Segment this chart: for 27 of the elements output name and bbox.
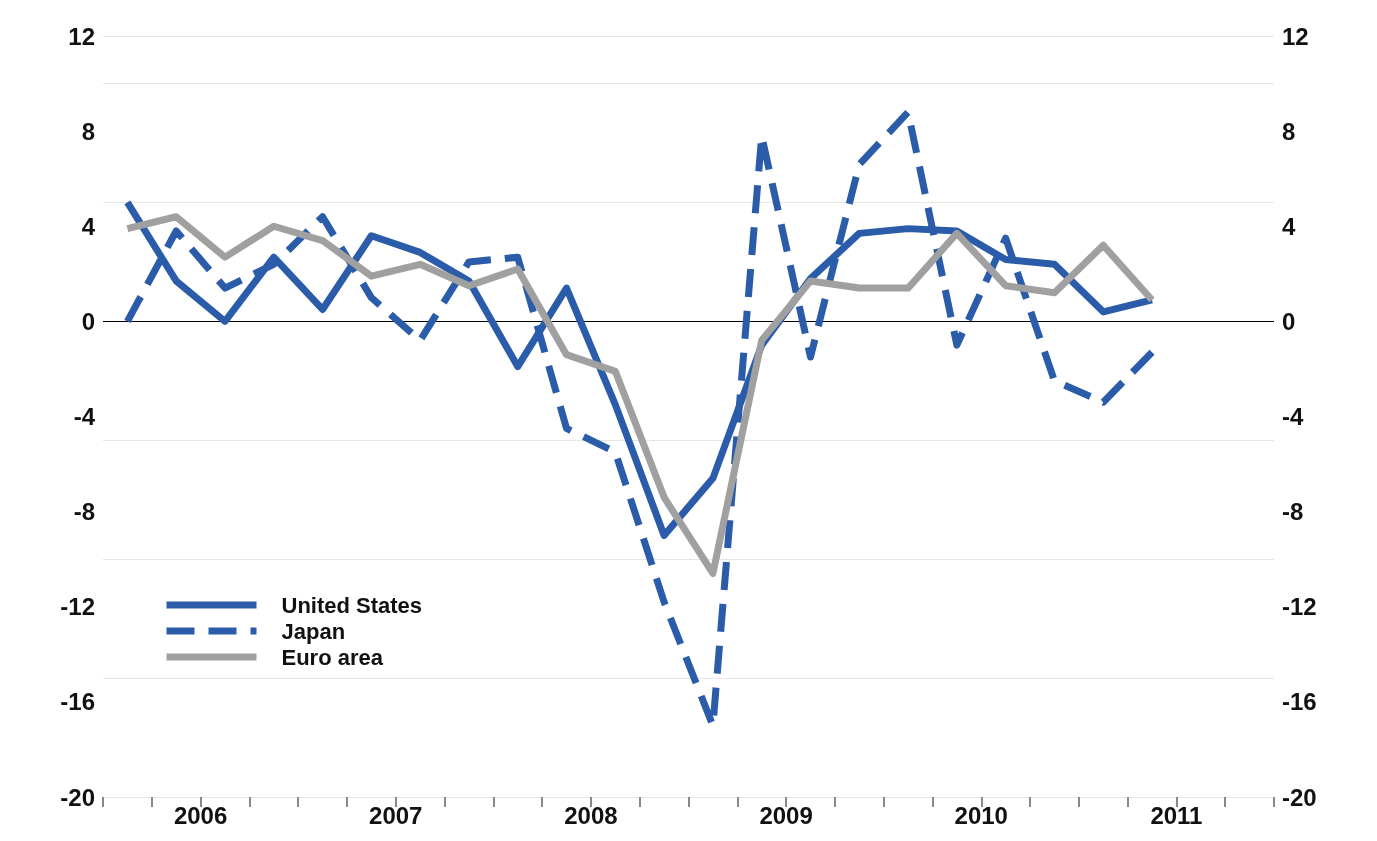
x-tick-label: 2011 <box>1150 801 1203 829</box>
y2-tick-label: -12 <box>1282 593 1317 621</box>
y2-tick-label: -16 <box>1282 688 1317 716</box>
y-tick-label: 4 <box>81 212 96 240</box>
legend-label: Japan <box>281 618 346 644</box>
x-tick-label: 2006 <box>173 801 228 829</box>
x-tick-label: 2007 <box>369 801 423 829</box>
y2-tick-label: 4 <box>1282 212 1296 240</box>
y2-tick-label: -20 <box>1282 783 1317 811</box>
x-tick-label: 2009 <box>759 801 813 829</box>
y-tick-label: -16 <box>60 688 95 716</box>
y2-tick-label: -4 <box>1282 403 1304 430</box>
y-tick-label: -20 <box>60 783 95 811</box>
y2-tick-label: 8 <box>1282 117 1296 145</box>
y-tick-label: 0 <box>81 307 95 335</box>
y2-tick-label: 12 <box>1282 22 1309 50</box>
x-tick-label: 2010 <box>954 801 1008 829</box>
y-tick-label: 12 <box>68 22 95 50</box>
legend-label: United States <box>281 592 423 618</box>
y-tick-label: -4 <box>73 403 96 430</box>
y-tick-label: 8 <box>81 117 95 145</box>
legend-label: Euro area <box>281 644 384 670</box>
y2-tick-label: 0 <box>1282 307 1296 335</box>
x-tick-label: 2008 <box>564 801 618 829</box>
y-tick-label: -8 <box>73 498 95 526</box>
y-tick-label: -12 <box>60 593 95 621</box>
y2-tick-label: -8 <box>1282 498 1304 526</box>
